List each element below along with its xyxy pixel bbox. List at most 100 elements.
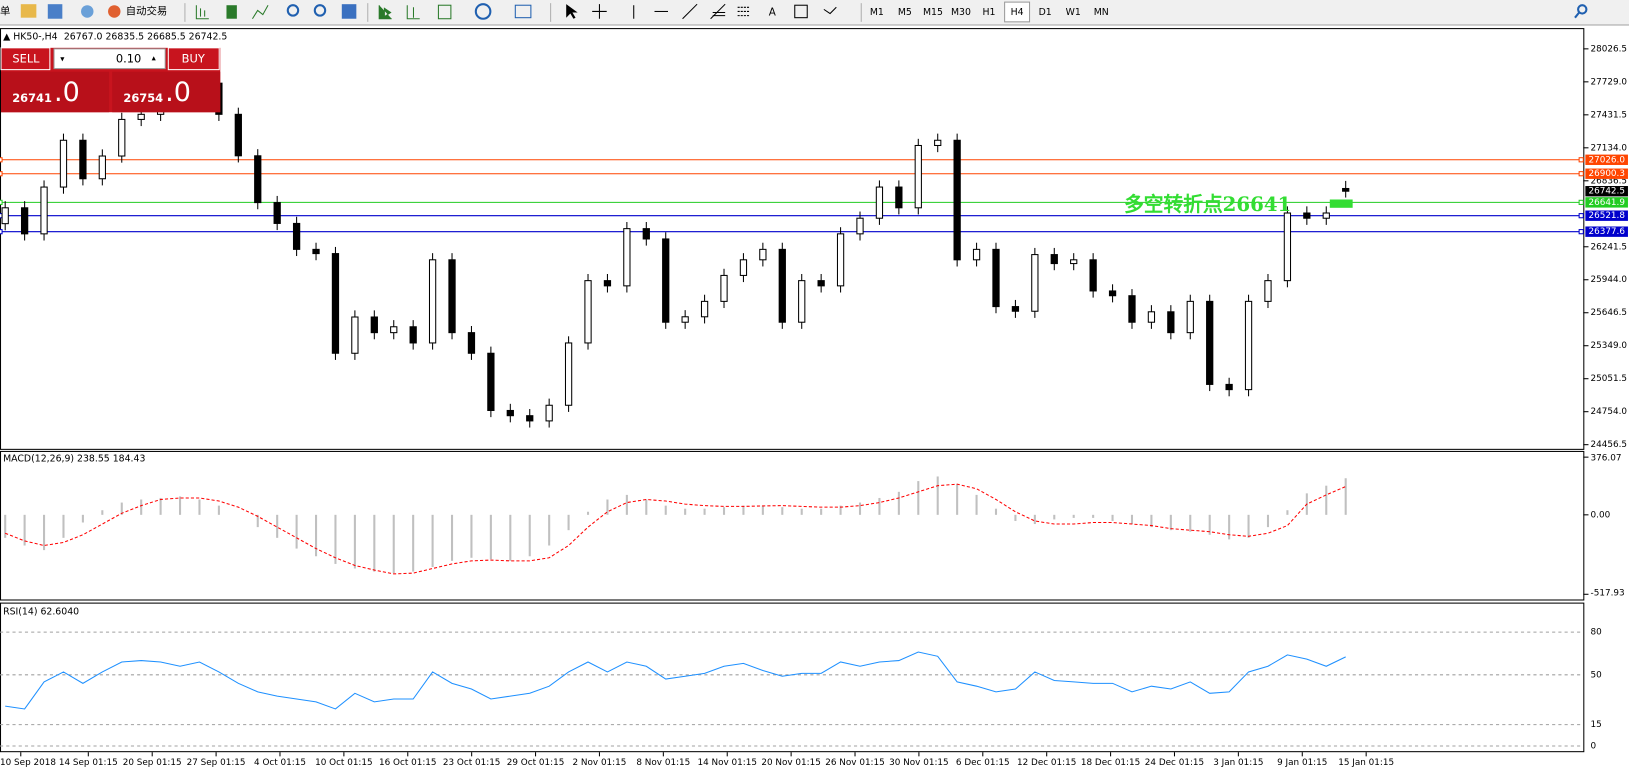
volume[interactable]: 0.10: [116, 52, 141, 66]
level-handle: [0, 229, 3, 235]
macd-bar: [1014, 514, 1017, 521]
y-tick-label: 25646.5: [1591, 308, 1628, 318]
candle-body: [1342, 187, 1350, 192]
macd-bar: [62, 514, 65, 538]
ask[interactable]: 26754: [123, 91, 163, 105]
buy-button[interactable]: [167, 47, 220, 71]
candle-body: [409, 326, 417, 344]
timeframe[interactable]: M15: [923, 7, 943, 18]
candles: [1, 76, 1350, 428]
y-tick-label: 25944.0: [1591, 275, 1628, 285]
ohlc: 26767.0 26835.5 26685.5 26742.5: [64, 31, 228, 42]
icon-indicators[interactable]: [437, 4, 452, 20]
icon-search[interactable]: [1577, 4, 1588, 15]
volume-input[interactable]: [53, 48, 166, 70]
macd-bar: [431, 514, 434, 567]
candle-body: [79, 139, 87, 180]
x-tick-label: 6 Dec 01:15: [956, 758, 1010, 768]
x-tick-label: 27 Sep 01:15: [187, 758, 246, 768]
icon-candles[interactable]: [226, 5, 237, 19]
volume-up[interactable]: ▴: [152, 53, 157, 63]
volume-down[interactable]: ▾: [60, 54, 65, 64]
macd-bar: [975, 494, 978, 515]
macd-bar: [1208, 514, 1211, 535]
icon-crosshair[interactable]: [592, 4, 607, 19]
icon-zoom-in[interactable]: [286, 4, 300, 17]
icon-folder[interactable]: [20, 4, 37, 18]
macd-bar: [1266, 514, 1270, 528]
icon-autotrade[interactable]: [108, 5, 121, 18]
macd-bar: [956, 484, 959, 515]
macd-bar: [567, 514, 570, 531]
timeframe[interactable]: W1: [1066, 7, 1081, 18]
candle-body: [895, 186, 903, 209]
icon-autoscroll[interactable]: [378, 5, 392, 20]
rsi-frame: [0, 602, 1585, 753]
candle-body: [428, 259, 437, 344]
icon-trendline[interactable]: [682, 3, 698, 20]
macd-bar: [820, 508, 823, 515]
candle-body: [506, 409, 514, 417]
macd-bar: [936, 476, 939, 515]
level-label-bg: [1585, 226, 1628, 237]
timeframe[interactable]: H1: [983, 7, 996, 18]
macd-bar: [179, 496, 182, 515]
sell-label[interactable]: SELL: [12, 52, 40, 66]
x-tick-label: 2 Nov 01:15: [572, 758, 626, 768]
timeframe[interactable]: D1: [1039, 7, 1052, 18]
macd-bar: [314, 514, 318, 557]
y-tick-label: 24754.0: [1591, 407, 1628, 417]
toolbar-item[interactable]: 单: [0, 5, 10, 17]
icon-fibo[interactable]: [737, 6, 751, 17]
icon-cursor[interactable]: [566, 4, 578, 19]
candle-body: [700, 300, 709, 318]
ask-box[interactable]: [112, 71, 221, 113]
last-price-label: 26742.5: [1588, 187, 1625, 197]
macd-bar: [878, 497, 881, 515]
icon-line[interactable]: [252, 4, 269, 20]
icon-channel[interactable]: [710, 3, 726, 20]
sell-button[interactable]: [0, 47, 51, 71]
candle-body: [934, 139, 942, 147]
icon-arrows[interactable]: [823, 6, 837, 15]
bid-box[interactable]: [1, 71, 110, 113]
icon-zoom-out[interactable]: [313, 4, 327, 17]
icon-bars[interactable]: [195, 5, 209, 20]
x-tick-label: 4 Oct 01:15: [254, 758, 306, 768]
timeframe[interactable]: M1: [870, 7, 884, 18]
timeframe[interactable]: MN: [1094, 7, 1109, 18]
macd-bar: [664, 505, 667, 515]
level-label: 26900.3: [1588, 169, 1625, 179]
icon-profile[interactable]: [47, 4, 63, 19]
icon-text[interactable]: A: [769, 6, 777, 18]
icon-market[interactable]: [81, 5, 94, 18]
icon-tile[interactable]: [341, 4, 357, 19]
icon-shift[interactable]: [406, 5, 420, 20]
macd-bar: [140, 499, 143, 515]
chart-symbol: ▲ HK50-,H4 26767.0 26835.5 26685.5 26742.…: [3, 31, 227, 42]
y-tick-label: 27729.0: [1591, 77, 1628, 87]
icon-label[interactable]: [794, 4, 808, 19]
buy-label[interactable]: BUY: [182, 52, 205, 66]
candle-body: [98, 155, 106, 180]
bid[interactable]: 26741: [12, 91, 52, 105]
symbol: HK50-,H4: [13, 31, 57, 42]
bid-fraction[interactable]: .0: [54, 77, 80, 108]
macd-bar: [470, 514, 473, 558]
candle-body: [720, 274, 728, 302]
macd-bar: [23, 514, 26, 546]
rsi-line: [5, 651, 1346, 710]
level-label: 26521.8: [1588, 211, 1625, 221]
timeframe[interactable]: M5: [898, 7, 912, 18]
icon-templates[interactable]: [514, 4, 532, 19]
timeframe-bar: M1 M5 M15 M30 H1 H4 D1 W1 MN: [870, 1, 1109, 23]
timeframe[interactable]: H4: [1011, 7, 1024, 18]
candle-body: [312, 248, 320, 255]
ask-fraction[interactable]: .0: [165, 77, 191, 108]
icon-periods[interactable]: [474, 3, 492, 20]
macd-bar: [684, 508, 687, 515]
level-handle: [1578, 229, 1584, 235]
levels: 27026.0 26900.3 26641.9 26521.8 26377.6 26742…: [0, 154, 1628, 237]
toolbar-item[interactable]: 自动交易: [126, 4, 168, 17]
timeframe[interactable]: M30: [951, 7, 971, 18]
